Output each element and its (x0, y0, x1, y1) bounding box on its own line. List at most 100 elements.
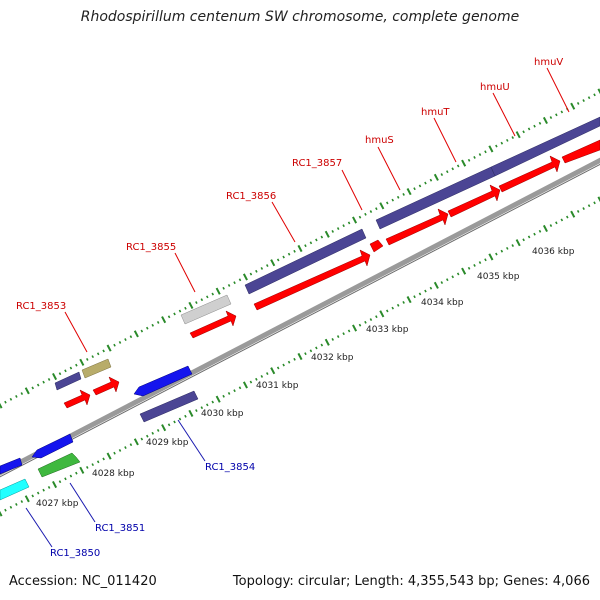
lower-major-tick (324, 338, 330, 346)
upper-minor-tick (587, 96, 591, 100)
upper-minor-tick (549, 116, 553, 120)
gene-red-3[interactable] (189, 310, 237, 339)
gene-grey[interactable] (180, 294, 232, 325)
upper-tick-track (0, 88, 600, 409)
label-rc1-3854[interactable]: RC1_3854 (205, 462, 255, 473)
gene-rc1-3850[interactable] (0, 457, 23, 475)
leader-hmuu (492, 92, 516, 137)
upper-minor-tick (533, 124, 536, 128)
lower-minor-tick (86, 466, 89, 469)
upper-major-tick (433, 173, 439, 181)
upper-minor-tick (31, 386, 34, 390)
lower-minor-tick (222, 394, 225, 398)
upper-minor-tick (418, 184, 422, 188)
upper-minor-tick (124, 338, 127, 341)
upper-minor-tick (473, 156, 476, 159)
lower-minor-tick (69, 474, 73, 478)
label-rc1-3851[interactable]: RC1_3851 (95, 523, 145, 534)
label-hmuu[interactable]: hmuU (480, 82, 510, 93)
lower-minor-tick (75, 471, 78, 475)
leader-hmuv (546, 67, 570, 113)
scale-label-4036: 4036 kbp (532, 247, 575, 257)
gene-red-4[interactable] (253, 249, 371, 311)
lower-tick-track (0, 196, 600, 517)
upper-minor-tick (42, 380, 45, 384)
upper-minor-tick (446, 170, 449, 174)
label-rc1-3853[interactable]: RC1_3853 (16, 301, 66, 312)
upper-major-tick (597, 88, 600, 95)
lower-major-tick (542, 224, 548, 233)
lower-minor-tick (260, 374, 264, 378)
upper-minor-tick (276, 258, 280, 262)
gene-rc1-3853-upper[interactable] (54, 371, 82, 391)
label-rc1-3850[interactable]: RC1_3850 (50, 548, 100, 559)
gene-cyan[interactable] (0, 478, 30, 501)
upper-minor-tick (167, 315, 171, 319)
gene-red-1[interactable] (63, 389, 91, 409)
lower-minor-tick (467, 266, 471, 270)
lower-minor-tick (249, 380, 253, 384)
upper-minor-tick (260, 266, 264, 270)
label-hmus[interactable]: hmuS (365, 135, 394, 146)
lower-minor-tick (255, 377, 258, 381)
lower-minor-tick (36, 491, 40, 495)
upper-major-tick (188, 301, 194, 309)
gene-red-8[interactable] (498, 155, 561, 193)
upper-minor-tick (560, 110, 564, 114)
lower-minor-tick (304, 352, 307, 356)
leader-rc1-3851 (69, 482, 96, 523)
gene-red-9[interactable] (561, 139, 600, 164)
gene-red-7[interactable] (447, 184, 501, 218)
label-rc1-3855[interactable]: RC1_3855 (126, 242, 176, 253)
upper-minor-tick (500, 141, 504, 145)
scale-label-4029: 4029 kbp (146, 438, 189, 448)
upper-minor-tick (309, 241, 313, 245)
upper-minor-tick (293, 249, 296, 253)
gene-blue-left[interactable] (31, 433, 74, 459)
leader-rc1-3855 (174, 252, 196, 293)
gene-features (0, 116, 600, 501)
upper-major-tick (24, 387, 30, 395)
gene-navy-lower[interactable] (139, 390, 199, 423)
lower-minor-tick (200, 406, 204, 410)
lower-minor-tick (582, 207, 585, 210)
lower-minor-tick (369, 318, 373, 321)
gene-rc1-3851[interactable] (37, 452, 81, 478)
gene-red-2[interactable] (92, 376, 120, 396)
gene-red-5[interactable] (369, 239, 384, 253)
lower-minor-tick (527, 235, 531, 239)
gene-rc1-3856[interactable] (244, 228, 367, 295)
lower-minor-tick (533, 232, 536, 236)
upper-minor-tick (151, 323, 154, 327)
lower-minor-tick (64, 477, 67, 481)
lower-minor-tick (413, 295, 416, 299)
upper-minor-tick (375, 207, 378, 211)
upper-minor-tick (386, 201, 389, 205)
upper-minor-tick (576, 101, 580, 105)
lower-minor-tick (140, 437, 144, 441)
lower-major-tick (161, 424, 167, 432)
label-hmuv[interactable]: hmuV (534, 57, 563, 68)
label-hmut[interactable]: hmuT (421, 107, 450, 118)
lower-minor-tick (206, 403, 209, 407)
gene-rc1-3854[interactable] (133, 365, 193, 397)
upper-minor-tick (91, 355, 94, 359)
upper-minor-tick (320, 235, 324, 239)
upper-minor-tick (440, 173, 444, 176)
gene-hmut[interactable] (490, 116, 600, 177)
lower-major-tick (352, 324, 358, 332)
label-rc1-3856[interactable]: RC1_3856 (226, 191, 276, 202)
lower-minor-tick (156, 429, 160, 432)
upper-minor-tick (555, 113, 558, 117)
lower-minor-tick (511, 244, 514, 247)
upper-minor-tick (391, 198, 394, 202)
upper-minor-tick (511, 136, 514, 139)
upper-minor-tick (249, 272, 253, 276)
gene-khaki[interactable] (81, 358, 112, 379)
label-rc1-3857[interactable]: RC1_3857 (292, 158, 342, 169)
scale-label-4033: 4033 kbp (366, 325, 409, 335)
upper-minor-tick (184, 306, 187, 310)
gene-red-6[interactable] (385, 208, 449, 246)
